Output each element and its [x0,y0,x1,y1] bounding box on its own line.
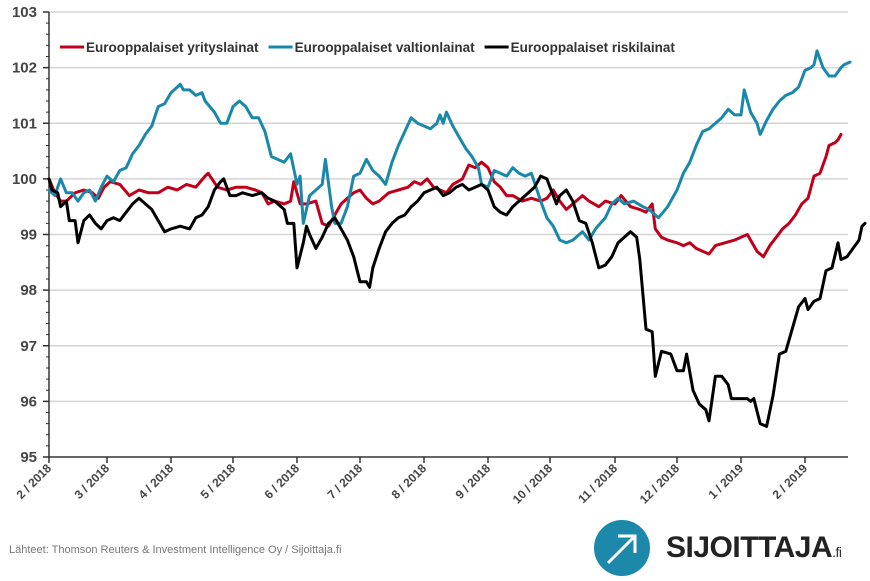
legend: Eurooppalaiset yrityslainat Eurooppalaise… [60,40,675,55]
x-tick-label: 12 / 2018 [637,461,683,507]
logo-name: SIJOITTAJA [666,531,833,564]
logo-suffix: .fi [832,544,842,560]
sijoittaja-logo[interactable]: SIJOITTAJA.fi [594,520,842,576]
series-line-2 [47,49,852,245]
y-tick-label: 103 [12,4,37,21]
x-tick-label: 6 / 2018 [262,461,303,502]
x-tick-label: 4 / 2018 [136,461,177,502]
x-tick-label: 5 / 2018 [198,461,239,502]
series-line-3 [47,174,867,428]
x-tick-label: 2 / 2018 [14,461,55,502]
x-tick-label: 3 / 2018 [72,461,113,502]
legend-label: Eurooppalaiset valtionlainat [295,40,476,55]
y-tick-label: 98 [20,282,37,299]
source-note: Lähteet: Thomson Reuters & Investment In… [9,544,342,556]
x-tick-label: 7 / 2018 [325,461,366,502]
y-tick-label: 95 [20,449,37,466]
gridlines [49,11,848,403]
legend-label: Eurooppalaiset yrityslainat [86,40,259,55]
y-tick-label: 101 [12,115,37,132]
arrow-up-right-icon [594,520,650,576]
legend-label: Eurooppalaiset riskilainat [511,40,676,55]
y-tick-label: 99 [20,227,37,244]
logo-text: SIJOITTAJA.fi [666,531,842,565]
x-tick-label: 9 / 2018 [453,461,494,502]
x-tick-label: 11 / 2018 [575,461,620,506]
series-line-1 [47,132,843,259]
x-tick-label: 8 / 2018 [389,461,430,502]
x-tick-label: 10 / 2018 [510,461,556,507]
y-tick-label: 102 [12,60,37,77]
series-lines [47,49,867,428]
x-tick-label: 1 / 2019 [706,461,747,502]
axes: 95 96 97 98 99 100 101 102 103 2 / 2018 3 / 2018 4 … [12,4,848,507]
y-tick-label: 100 [12,171,37,188]
y-tick-label: 97 [20,338,37,355]
x-tick-label: 2 / 2019 [770,461,811,502]
y-tick-label: 96 [20,393,37,410]
